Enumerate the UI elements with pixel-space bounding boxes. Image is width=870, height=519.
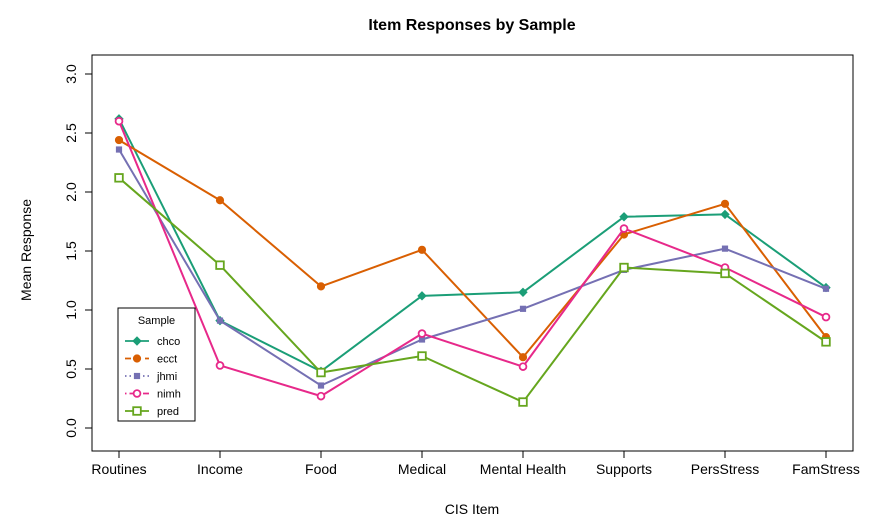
x-tick-label: Medical xyxy=(398,461,446,477)
x-tick-label: PersStress xyxy=(691,461,759,477)
y-tick-label: 2.0 xyxy=(63,182,79,202)
data-point-pred xyxy=(114,173,124,183)
data-point-pred xyxy=(821,337,831,347)
data-point-jhmi xyxy=(519,305,527,312)
x-axis-label: CIS Item xyxy=(445,501,499,517)
legend-marker-pred xyxy=(132,406,142,416)
data-point-jhmi xyxy=(822,285,830,292)
series-line-chco xyxy=(118,118,827,373)
data-point-jhmi xyxy=(115,146,123,153)
data-point-nimh xyxy=(114,116,124,126)
legend-box xyxy=(117,307,196,422)
legend-marker-ecct xyxy=(132,354,142,363)
data-point-pred xyxy=(720,268,730,279)
data-point-jhmi xyxy=(216,317,224,324)
data-point-pred xyxy=(316,367,326,378)
data-point-nimh xyxy=(518,362,528,371)
series-line-pred xyxy=(118,177,827,404)
data-point-pred xyxy=(518,397,528,407)
x-tick-label: Mental Health xyxy=(480,461,566,477)
data-point-chco xyxy=(619,212,629,222)
x-tick-label: Supports xyxy=(596,461,652,477)
series-layer xyxy=(114,114,831,407)
y-tick-label: 1.5 xyxy=(63,241,79,261)
series-ecct xyxy=(114,135,831,362)
series-nimh xyxy=(114,116,831,401)
data-point-chco xyxy=(720,209,730,220)
data-point-nimh xyxy=(316,391,326,401)
x-tick-label: FamStress xyxy=(792,461,860,477)
data-point-chco xyxy=(518,287,528,298)
series-chco xyxy=(114,114,831,377)
series-pred xyxy=(114,173,831,407)
legend-label-jhmi: jhmi xyxy=(156,371,177,383)
x-tick-label: Food xyxy=(305,461,337,477)
series-line-nimh xyxy=(118,120,827,398)
data-point-ecct xyxy=(215,196,225,205)
data-point-ecct xyxy=(518,353,528,362)
data-point-jhmi xyxy=(317,382,325,389)
legend: Sample chco ecct jhmi nimh pred xyxy=(117,307,196,422)
series-line-jhmi xyxy=(118,149,827,387)
x-tick-label: Routines xyxy=(91,461,146,477)
legend-marker-nimh xyxy=(132,389,142,398)
y-tick-label: 1.0 xyxy=(63,300,79,320)
legend-marker-chco xyxy=(132,336,142,346)
data-point-nimh xyxy=(215,361,225,370)
y-tick-label: 0.5 xyxy=(63,359,79,379)
data-point-pred xyxy=(215,260,225,270)
data-point-nimh xyxy=(821,312,831,322)
data-point-ecct xyxy=(417,245,427,254)
data-point-nimh xyxy=(619,224,629,233)
data-point-pred xyxy=(619,262,629,273)
data-point-jhmi xyxy=(721,245,729,252)
x-tick-label: Income xyxy=(197,461,243,477)
data-point-ecct xyxy=(316,282,326,291)
data-point-ecct xyxy=(720,199,730,208)
data-point-chco xyxy=(417,291,427,301)
axes: Routines Income Food Medical Mental Health Su… xyxy=(63,54,860,477)
y-tick-label: 3.0 xyxy=(63,64,79,84)
legend-label-ecct: ecct xyxy=(157,354,177,366)
legend-title: Sample xyxy=(138,315,175,327)
data-point-pred xyxy=(417,351,427,361)
y-tick-label: 0.0 xyxy=(63,418,79,438)
chart-title: Item Responses by Sample xyxy=(368,17,575,34)
series-line-ecct xyxy=(118,139,827,359)
y-tick-label: 2.5 xyxy=(63,123,79,143)
y-axis-label: Mean Response xyxy=(18,199,34,301)
legend-marker-jhmi xyxy=(133,372,141,380)
data-point-nimh xyxy=(417,329,427,338)
legend-label-nimh: nimh xyxy=(157,389,181,401)
legend-label-pred: pred xyxy=(157,406,179,418)
data-point-ecct xyxy=(114,135,124,145)
legend-label-chco: chco xyxy=(157,336,180,348)
